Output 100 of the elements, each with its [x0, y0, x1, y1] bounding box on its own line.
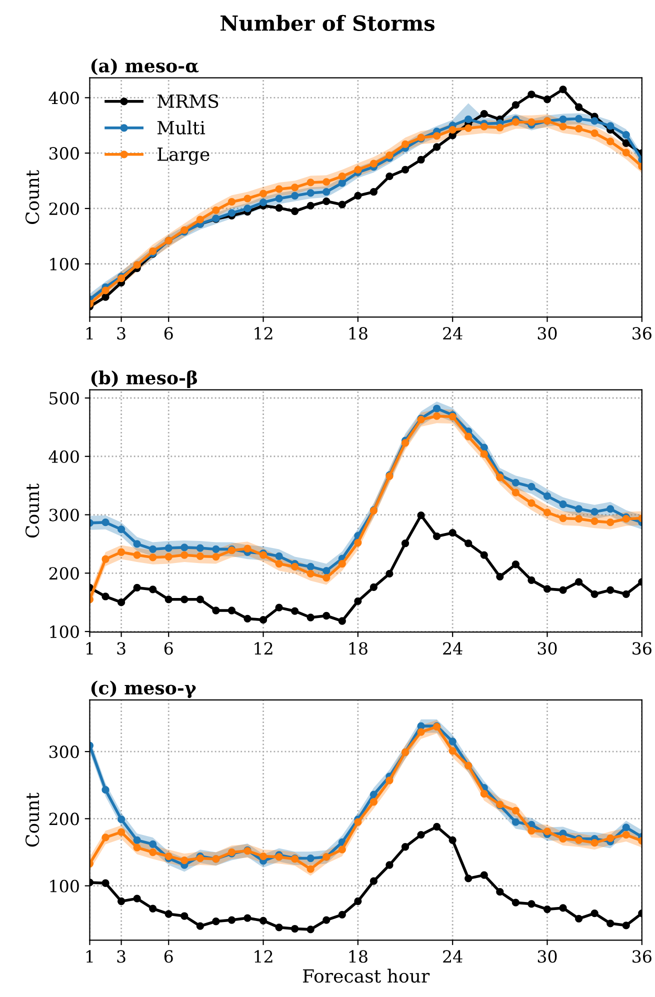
point: [322, 188, 330, 196]
point: [164, 544, 172, 552]
point: [291, 607, 299, 615]
point: [622, 824, 630, 832]
point: [244, 194, 252, 202]
y-tick-label: 100: [50, 880, 79, 892]
point: [149, 247, 157, 255]
point: [117, 598, 126, 606]
point: [496, 474, 504, 482]
point: [622, 139, 630, 147]
point: [102, 592, 110, 600]
y-axis-title: Count: [25, 484, 40, 538]
x-tick-label: 30: [538, 327, 557, 340]
point: [590, 910, 598, 918]
point: [448, 738, 456, 746]
point: [480, 551, 488, 559]
point: [401, 439, 410, 447]
point: [543, 508, 552, 516]
point: [164, 552, 172, 561]
point: [306, 854, 314, 862]
point: [196, 544, 204, 552]
point: [259, 916, 268, 925]
point: [401, 140, 410, 148]
point: [228, 916, 236, 924]
point: [322, 916, 330, 924]
point: [149, 545, 157, 554]
point: [401, 540, 410, 548]
point: [606, 518, 614, 526]
point: [354, 192, 362, 200]
x-tick-label: 36: [632, 950, 652, 963]
point: [559, 86, 567, 94]
point: [448, 836, 456, 844]
point: [102, 293, 110, 301]
point: [306, 570, 314, 578]
point: [291, 562, 299, 571]
y-axis-title: Count: [25, 792, 40, 847]
point: [306, 865, 314, 873]
point: [512, 478, 520, 486]
point: [401, 166, 410, 174]
point: [133, 844, 141, 852]
point: [370, 188, 378, 196]
point: [244, 614, 252, 622]
point: [354, 897, 362, 906]
point: [543, 585, 552, 593]
y-tick-label: 300: [49, 508, 79, 522]
point: [370, 583, 378, 591]
x-tick-label: 18: [349, 950, 368, 963]
point: [464, 540, 472, 548]
point: [196, 596, 204, 604]
point: [306, 189, 314, 197]
point: [338, 179, 346, 187]
x-tick-label: 18: [349, 327, 368, 340]
point: [370, 160, 378, 168]
point: [590, 129, 598, 137]
point: [528, 576, 536, 584]
point: [480, 450, 488, 458]
point: [338, 910, 346, 918]
point: [574, 914, 583, 923]
point: [180, 551, 188, 559]
point: [196, 216, 204, 224]
point: [432, 532, 441, 540]
point: [212, 918, 220, 926]
point: [464, 115, 472, 124]
point: [164, 596, 172, 604]
point: [512, 898, 520, 906]
point: [480, 122, 488, 130]
point: [291, 207, 299, 216]
point: [528, 90, 536, 98]
point: [244, 914, 252, 922]
y-tick-label: 400: [48, 92, 79, 104]
point: [228, 209, 236, 217]
x-tick-label: 1: [86, 327, 93, 340]
point: [149, 904, 157, 912]
point: [386, 570, 394, 578]
text: Number of Storms: [220, 14, 434, 31]
point: [590, 839, 598, 847]
point: [275, 204, 283, 212]
point: [370, 798, 378, 806]
point: [528, 118, 536, 126]
point: [180, 856, 188, 864]
point: [291, 184, 299, 192]
point: [164, 910, 172, 918]
point: [322, 197, 330, 206]
point: [102, 286, 110, 294]
point: [480, 790, 488, 798]
y-tick-label: 500: [50, 392, 79, 405]
legend-label: Large: [158, 148, 210, 165]
point: [590, 517, 598, 525]
point: [574, 114, 583, 123]
point: [559, 586, 567, 594]
point: [464, 432, 472, 440]
point: [432, 143, 441, 151]
point: [259, 190, 268, 198]
point: [180, 596, 188, 604]
legend-label: MRMS: [157, 94, 218, 108]
point: [543, 96, 552, 104]
point: [354, 597, 362, 605]
point: [291, 924, 299, 933]
x-tick-label: 1: [86, 642, 93, 654]
point: [386, 861, 394, 869]
